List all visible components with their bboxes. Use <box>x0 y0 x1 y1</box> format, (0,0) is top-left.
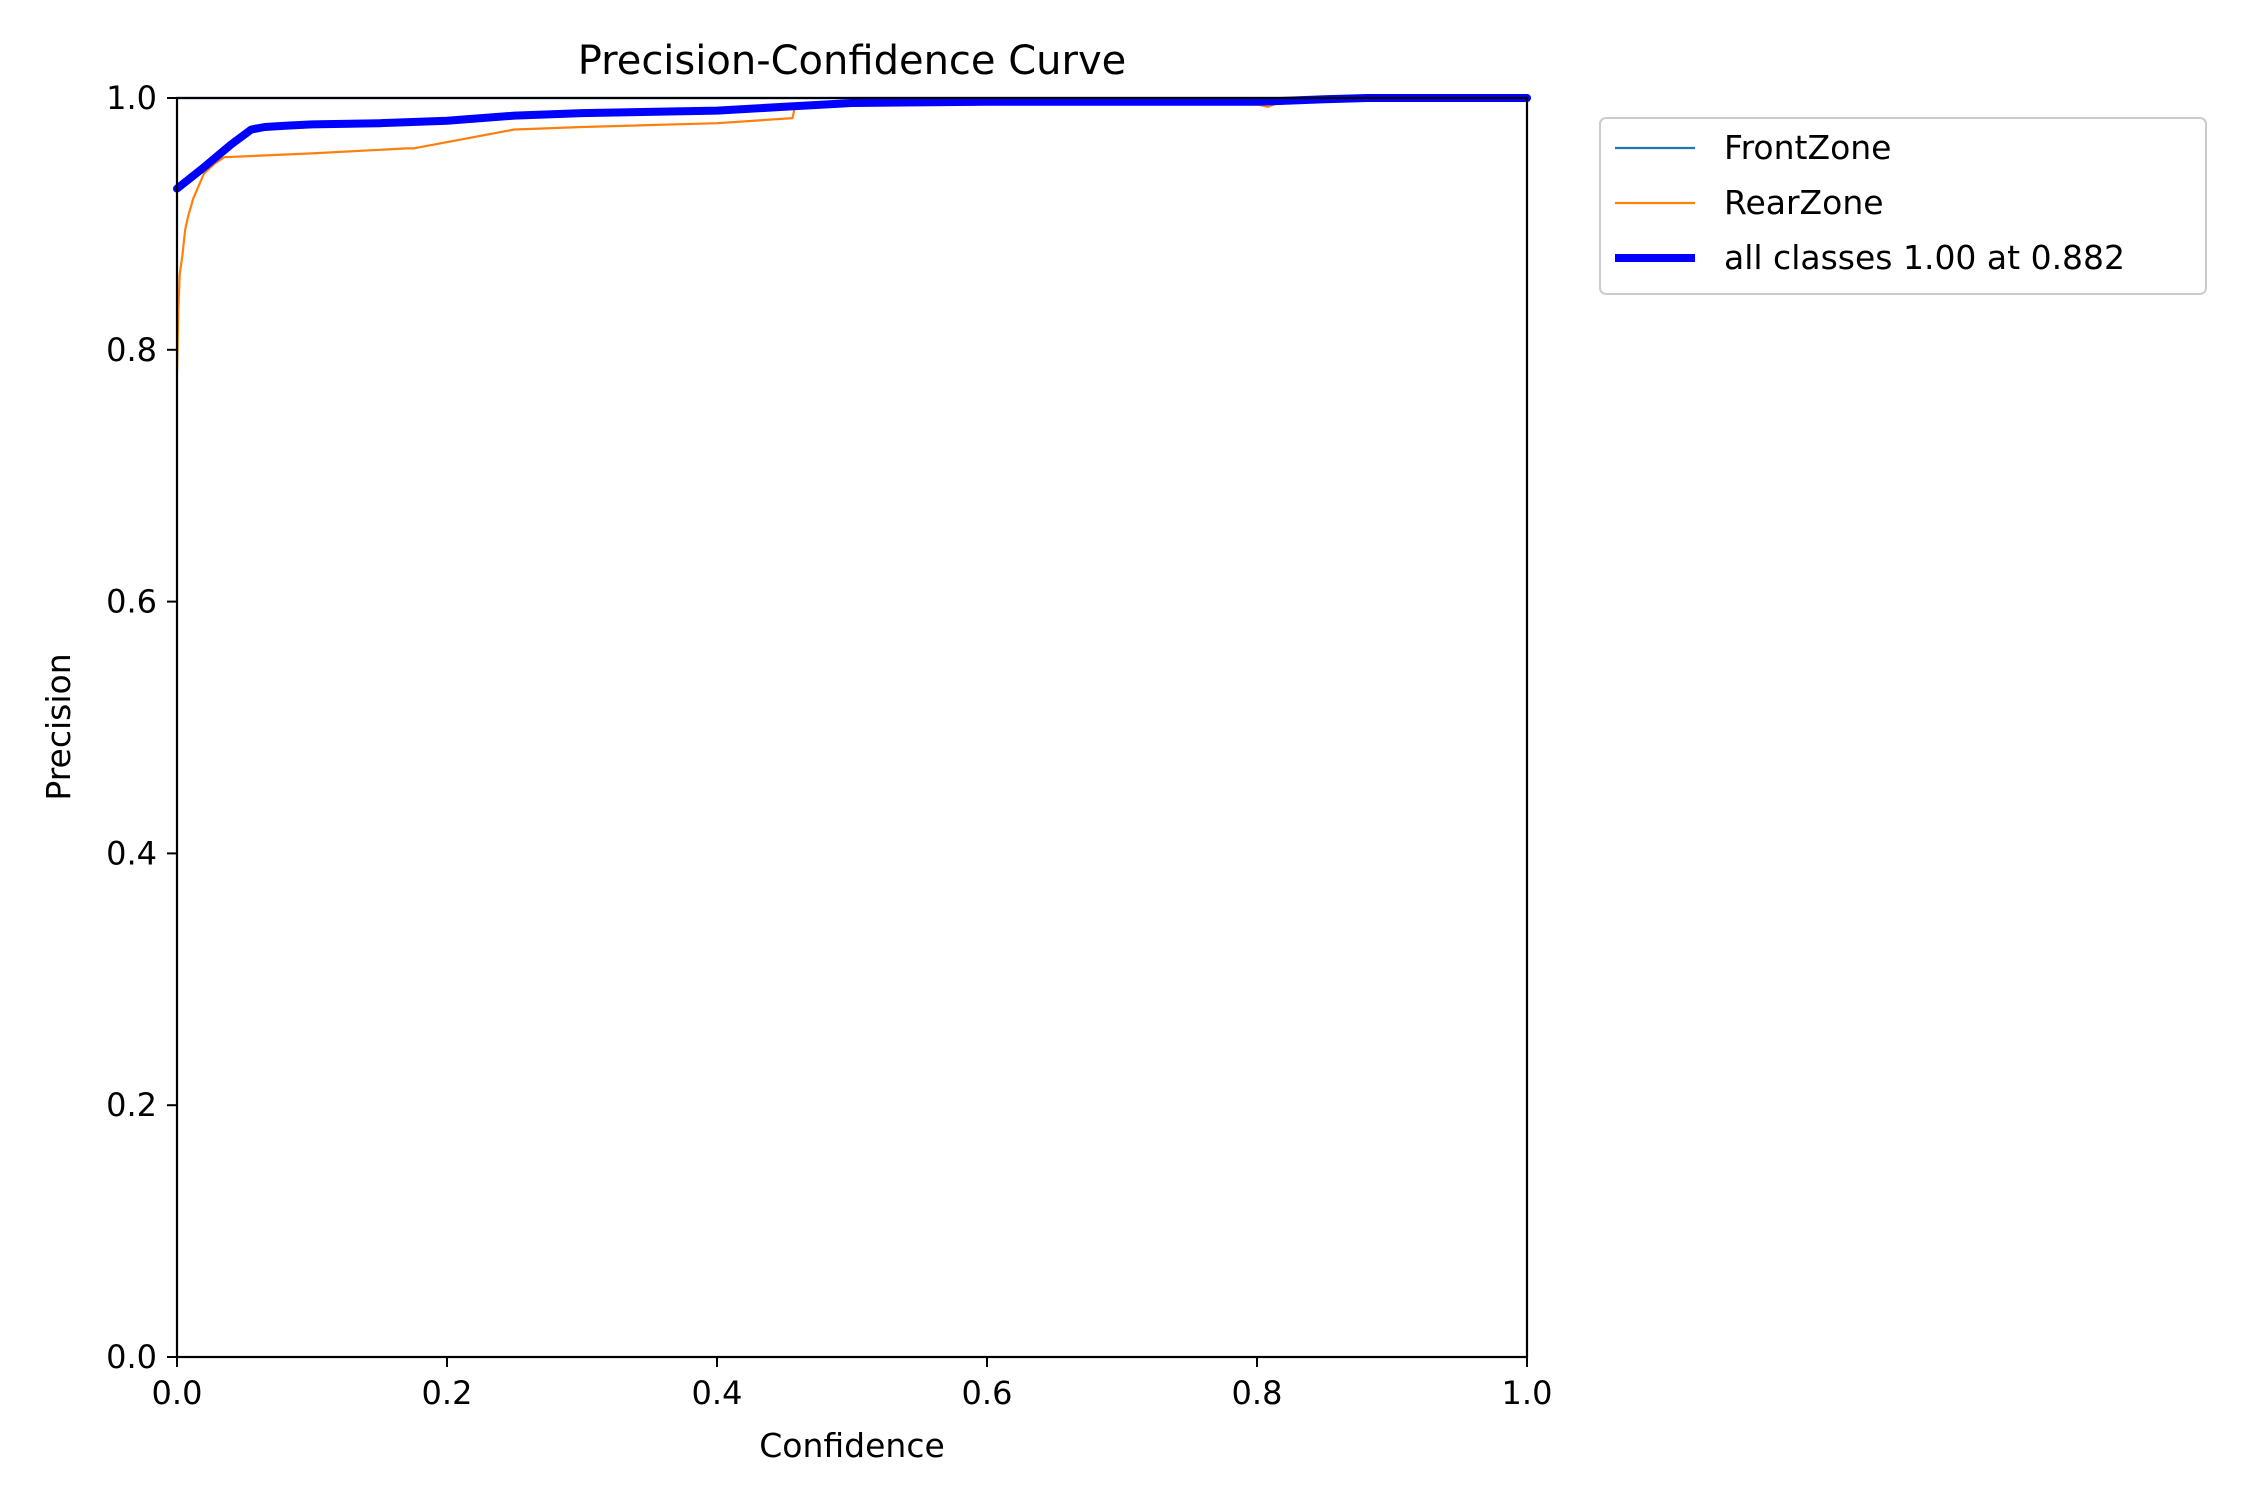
y-tick-label: 0.2 <box>106 1086 157 1124</box>
x-tick-label: 0.6 <box>962 1374 1013 1412</box>
legend-box <box>1599 117 2207 295</box>
legend-label-rearzone: RearZone <box>1724 183 1884 222</box>
plot-lines <box>173 94 1531 377</box>
x-tick-label: 1.0 <box>1502 1374 1553 1412</box>
x-tick-label: 0.4 <box>692 1374 743 1412</box>
legend-label-all-classes: all classes 1.00 at 0.882 <box>1724 238 2125 277</box>
y-tick-label: 0.6 <box>106 583 157 621</box>
plot-frame <box>175 96 1529 1359</box>
chart-title: Precision-Confidence Curve <box>578 38 1127 84</box>
y-tick-label: 0.8 <box>106 331 157 369</box>
x-axis-label: Confidence <box>759 1426 945 1465</box>
x-tick-label: 0.2 <box>422 1374 473 1412</box>
legend-label-frontzone: FrontZone <box>1724 128 1891 167</box>
y-axis-ticks: 0.0 0.2 0.4 0.6 0.8 1.0 <box>106 79 177 1376</box>
y-tick-label: 0.4 <box>106 834 157 872</box>
series-line-rearzone <box>175 96 1529 377</box>
series-line-all-classes <box>173 94 1531 193</box>
x-tick-label: 0.8 <box>1232 1374 1283 1412</box>
y-axis-label: Precision <box>39 653 78 800</box>
y-tick-label: 0.0 <box>106 1338 157 1376</box>
x-tick-label: 0.0 <box>152 1374 203 1412</box>
y-tick-label: 1.0 <box>106 79 157 117</box>
x-axis-ticks: 0.0 0.2 0.4 0.6 0.8 1.0 <box>152 1357 1553 1412</box>
legend: FrontZone RearZone all classes 1.00 at 0… <box>1599 117 2207 295</box>
